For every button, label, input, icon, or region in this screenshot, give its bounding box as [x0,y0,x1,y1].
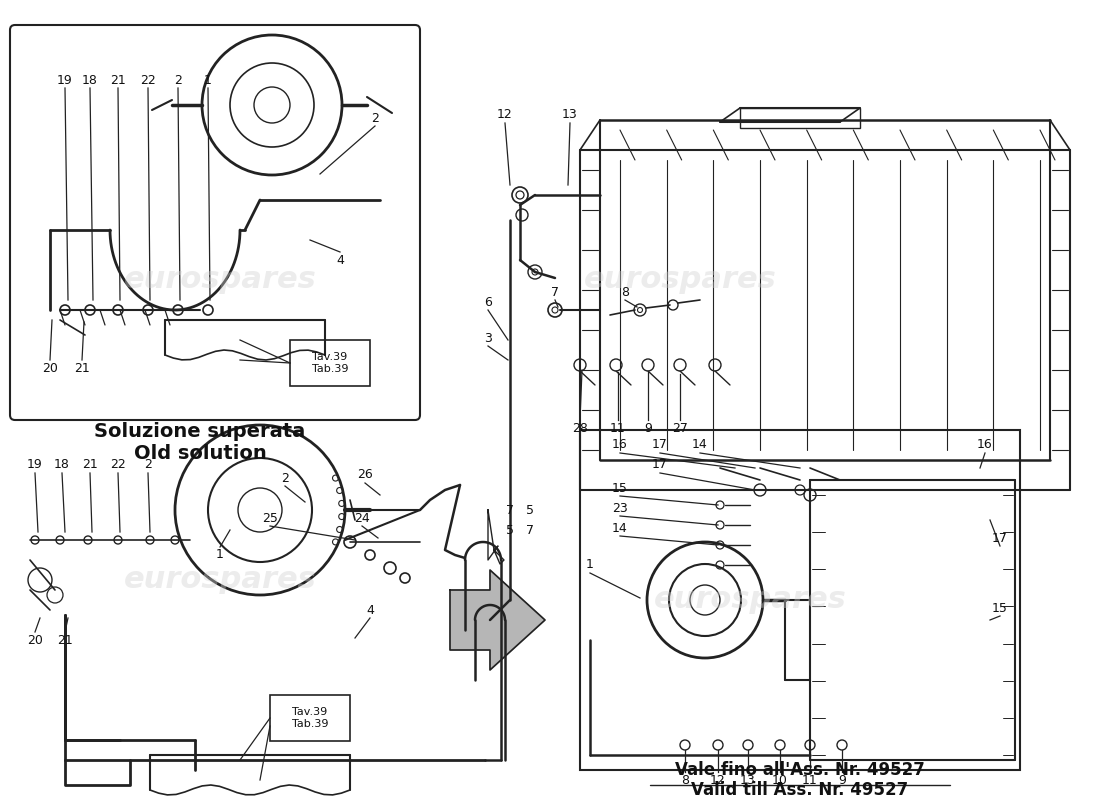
Text: Soluzione superata
Old solution: Soluzione superata Old solution [95,422,306,463]
Text: eurospares: eurospares [584,266,777,294]
Text: 28: 28 [572,422,587,434]
Text: 11: 11 [610,422,626,434]
Text: Tav.39
Tab.39: Tav.39 Tab.39 [311,352,349,374]
Text: 2: 2 [144,458,152,471]
Text: 13: 13 [562,109,578,122]
Text: 21: 21 [74,362,90,374]
Text: eurospares: eurospares [653,586,846,614]
Text: 17: 17 [992,531,1008,545]
Text: 20: 20 [28,634,43,646]
Polygon shape [488,510,504,564]
Text: 26: 26 [358,469,373,482]
Bar [270,695,350,741]
Text: 20: 20 [42,362,58,374]
Text: 17: 17 [652,458,668,471]
Text: 12: 12 [711,774,726,786]
Text: 19: 19 [57,74,73,86]
Text: 24: 24 [354,511,370,525]
Text: 16: 16 [977,438,993,451]
Text: 2: 2 [371,111,378,125]
Text: 6: 6 [484,295,492,309]
Text: eurospares: eurospares [123,266,317,294]
Text: Tav.39
Tab.39: Tav.39 Tab.39 [292,707,328,729]
Text: 1: 1 [586,558,594,571]
Text: 10: 10 [772,774,788,786]
Text: 16: 16 [612,438,628,451]
Text: 21: 21 [57,634,73,646]
Text: 7: 7 [506,503,514,517]
Text: 7: 7 [526,523,534,537]
Text: 27: 27 [672,422,688,434]
Text: 8: 8 [621,286,629,298]
Text: 8: 8 [681,774,689,786]
Text: 7: 7 [551,286,559,298]
Bar [580,430,1020,770]
Text: 5: 5 [526,503,534,517]
Polygon shape [450,570,544,670]
Text: 15: 15 [612,482,628,494]
Text: 14: 14 [692,438,708,451]
Text: 4: 4 [337,254,344,266]
Text: 9: 9 [838,774,846,786]
Text: 14: 14 [612,522,628,534]
Text: 12: 12 [497,109,513,122]
Text: Vale fino all'Ass. Nr. 49527
Valid till Ass. Nr. 49527: Vale fino all'Ass. Nr. 49527 Valid till … [675,761,925,799]
Text: 2: 2 [282,471,289,485]
Text: 19: 19 [28,458,43,471]
Text: 18: 18 [82,74,98,86]
Text: 21: 21 [110,74,125,86]
Text: 2: 2 [174,74,182,86]
Text: 5: 5 [506,523,514,537]
Text: 17: 17 [652,438,668,451]
Text: 1: 1 [205,74,212,86]
Text: 3: 3 [484,331,492,345]
Text: 18: 18 [54,458,70,471]
Text: 1: 1 [216,549,224,562]
Bar [290,340,370,386]
Text: 25: 25 [262,511,278,525]
Text: 9: 9 [645,422,652,434]
Text: 21: 21 [82,458,98,471]
Text: 11: 11 [802,774,818,786]
Bar [740,108,860,128]
Text: 13: 13 [740,774,756,786]
Text: 22: 22 [140,74,156,86]
Text: 23: 23 [612,502,628,514]
Text: 4: 4 [366,603,374,617]
Text: eurospares: eurospares [123,566,317,594]
Text: 22: 22 [110,458,125,471]
Text: 15: 15 [992,602,1008,614]
